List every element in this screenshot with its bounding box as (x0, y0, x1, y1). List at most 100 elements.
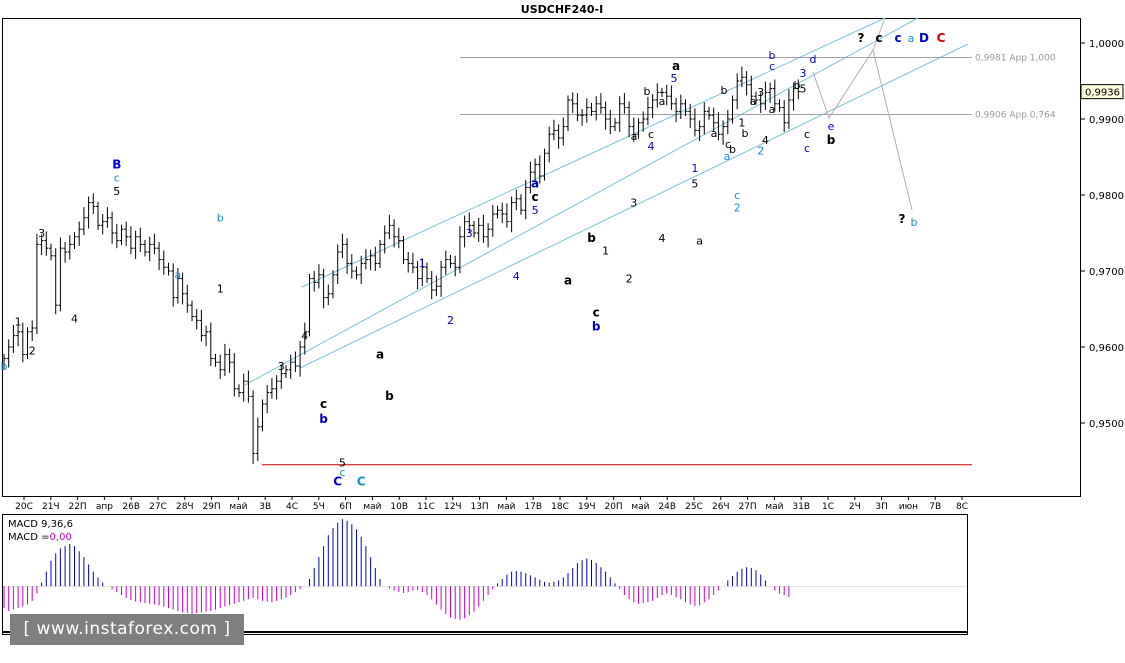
ohlc-bar (782, 100, 787, 132)
ohlc-bar (396, 227, 401, 249)
ohlc-bar (401, 236, 406, 265)
ohlc-bar (500, 202, 505, 224)
ohlc-bar (213, 353, 218, 367)
ohlc-bar (185, 284, 190, 313)
ohlc-bar (345, 238, 350, 275)
ohlc-bar (730, 95, 735, 124)
ohlc-bar (613, 118, 617, 132)
wave-label: 5 (671, 72, 678, 85)
price-panel-frame (2, 18, 1081, 497)
ohlc-bar (702, 102, 707, 135)
ohlc-bars (2, 66, 801, 465)
wave-label: ? (899, 212, 906, 226)
wave-label: 5 (691, 177, 698, 190)
ohlc-bar (128, 226, 133, 255)
ohlc-bar (227, 348, 232, 373)
ohlc-bar (645, 96, 650, 126)
ohlc-bar (772, 79, 777, 112)
date-tick-label: 3В (259, 502, 271, 512)
date-tick-label: май (497, 502, 515, 512)
ohlc-bar (598, 93, 603, 114)
ohlc-bar (86, 196, 91, 229)
ohlc-bar (589, 103, 594, 116)
ohlc-bar (335, 244, 340, 284)
date-tick-label: 19Ч (578, 502, 596, 512)
wave-label: c (593, 306, 600, 320)
ohlc-bar (575, 93, 580, 122)
ohlc-bar (255, 417, 260, 461)
date-tick-label: 26Ч (712, 502, 730, 512)
wave-label: 4 (513, 270, 520, 283)
wave-label: c (769, 60, 775, 73)
ohlc-bar (796, 79, 801, 100)
ohlc-bar (683, 99, 688, 116)
date-tick-label: 24В (658, 502, 676, 512)
ohlc-bar (664, 84, 669, 106)
wave-label: b (644, 85, 651, 98)
ohlc-bar (622, 93, 627, 114)
ohlc-bar (533, 158, 538, 183)
ohlc-bar (688, 103, 693, 129)
ohlc-bar (467, 212, 472, 233)
date-tick-label: 2Ч (849, 502, 861, 512)
ohlc-bar (6, 339, 11, 368)
ohlc-bar (420, 258, 425, 287)
date-tick-label: 8С (956, 502, 968, 512)
ohlc-bar (415, 261, 420, 290)
date-tick-label: май (363, 502, 381, 512)
wave-label: 3 (800, 67, 807, 80)
wave-label: a (672, 59, 680, 73)
ohlc-bar (495, 205, 500, 219)
wave-label: c (114, 171, 120, 184)
forecast-path (812, 17, 913, 211)
price-tick-label: 0,9700 (1089, 267, 1124, 278)
wave-label: 1 (602, 244, 609, 257)
ohlc-bar (298, 340, 303, 377)
ohlc-bar (91, 193, 96, 214)
wave-label: c (804, 128, 810, 141)
wave-label: b (319, 412, 328, 426)
ohlc-bar (114, 223, 119, 249)
ohlc-bar (566, 95, 570, 132)
ohlc-bar (392, 219, 397, 248)
ohlc-bar (725, 109, 730, 135)
wave-label: B (112, 157, 121, 171)
ohlc-bar (222, 343, 227, 376)
ohlc-bar (11, 324, 16, 354)
wave-label: 3 (466, 227, 473, 240)
ohlc-bar (58, 237, 63, 312)
price-tick-label: 0,9800 (1089, 191, 1124, 202)
ohlc-bar (570, 92, 575, 113)
ohlc-bar (617, 96, 622, 132)
time-axis: 20С 21Ч 22П апр 26В 27С 28Ч 29П май 3В 4С 5Ч 6П май 10… (15, 496, 968, 512)
ohlc-bar (721, 120, 726, 145)
ohlc-bar (321, 268, 326, 309)
ohlc-bar (443, 250, 448, 275)
ohlc-bar (551, 119, 556, 141)
ohlc-bar (519, 194, 523, 215)
ohlc-bar (678, 94, 683, 119)
macd-histogram (3, 519, 966, 620)
ohlc-bar (208, 322, 213, 366)
ohlc-bar (77, 221, 82, 246)
wave-label: b (721, 84, 728, 97)
wave-label: a (564, 274, 572, 288)
ohlc-bar (669, 85, 674, 110)
ohlc-bar (697, 120, 702, 142)
date-tick-label: 18С (551, 502, 569, 512)
ohlc-bar (749, 75, 754, 104)
wave-label: 3 (278, 360, 285, 373)
ohlc-bar (594, 96, 599, 121)
price-axis: 1,0000 0,9900 0,9800 0,9700 0,9600 0,950… (1080, 39, 1124, 430)
wave-label: 4 (71, 313, 78, 326)
wave-label: b (794, 79, 801, 92)
ohlc-bar (138, 227, 143, 252)
ohlc-bar (284, 365, 288, 379)
wave-label: 1 (217, 282, 224, 295)
ohlc-bar (674, 97, 679, 123)
wave-label: C (357, 474, 366, 488)
fib-levels (262, 56, 972, 466)
date-tick-label: 6П (339, 502, 352, 512)
date-tick-label: май (631, 502, 649, 512)
ohlc-bar (53, 248, 58, 315)
